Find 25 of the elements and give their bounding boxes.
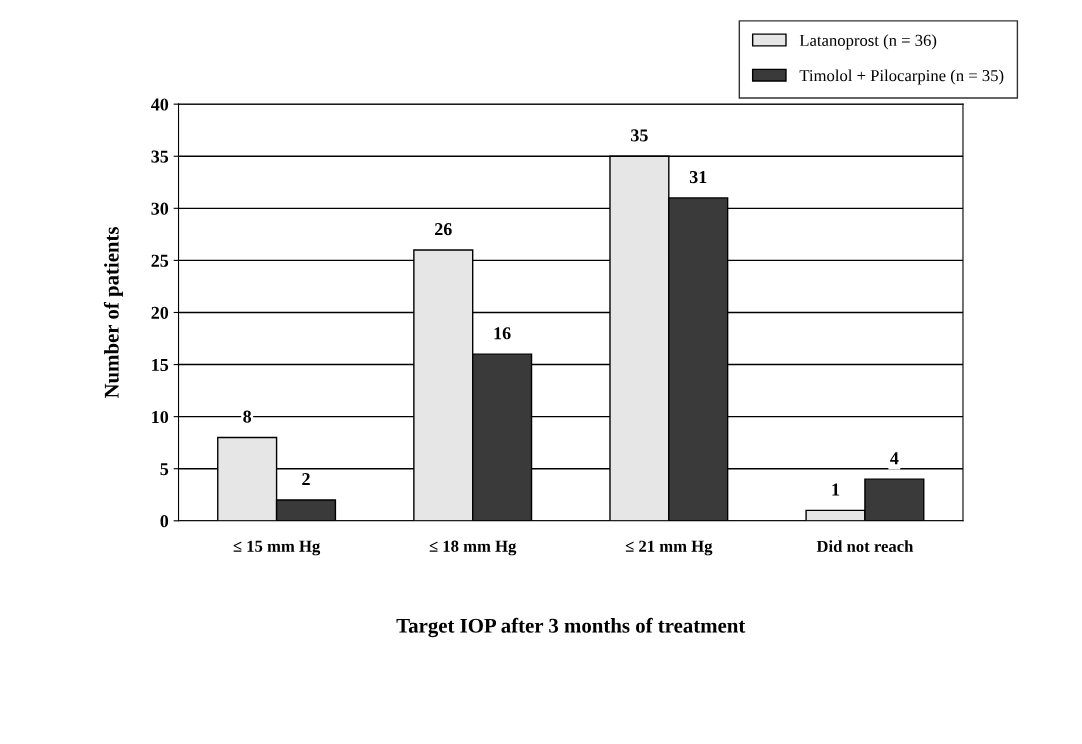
- data-label: 4: [890, 452, 899, 465]
- data-label: 31: [689, 170, 707, 184]
- x-tick-label: ≤ 18 mm Hg: [429, 540, 517, 556]
- legend-label: Latanoprost (n = 36): [799, 34, 937, 50]
- y-tick-label: 20: [151, 306, 169, 319]
- y-tick-label: 5: [160, 463, 169, 476]
- y-tick-label: 30: [151, 202, 169, 215]
- y-tick-label: 10: [152, 410, 169, 424]
- data-label: 16: [494, 327, 511, 340]
- data-label: 26: [435, 223, 452, 236]
- y-axis-title: Number of patients: [103, 226, 123, 399]
- x-axis-title: Target IOP after 3 months of treatment: [396, 617, 746, 638]
- y-tick-label: 0: [160, 515, 169, 528]
- x-tick-label: ≤ 15 mm Hg: [233, 540, 321, 556]
- y-tick-label: 25: [151, 254, 169, 267]
- data-label: 8: [243, 410, 252, 423]
- data-label: 1: [832, 483, 840, 496]
- x-tick-label: Did not reach: [816, 540, 914, 552]
- data-label: 35: [631, 129, 648, 142]
- y-tick-label: 15: [152, 358, 169, 371]
- y-tick-label: 35: [151, 150, 169, 163]
- x-tick-label: ≤ 21 mm Hg: [625, 540, 713, 556]
- data-label: 2: [302, 473, 310, 486]
- y-tick-label: 40: [151, 98, 169, 111]
- legend-label: Timolol + Pilocarpine (n = 35): [799, 69, 1004, 85]
